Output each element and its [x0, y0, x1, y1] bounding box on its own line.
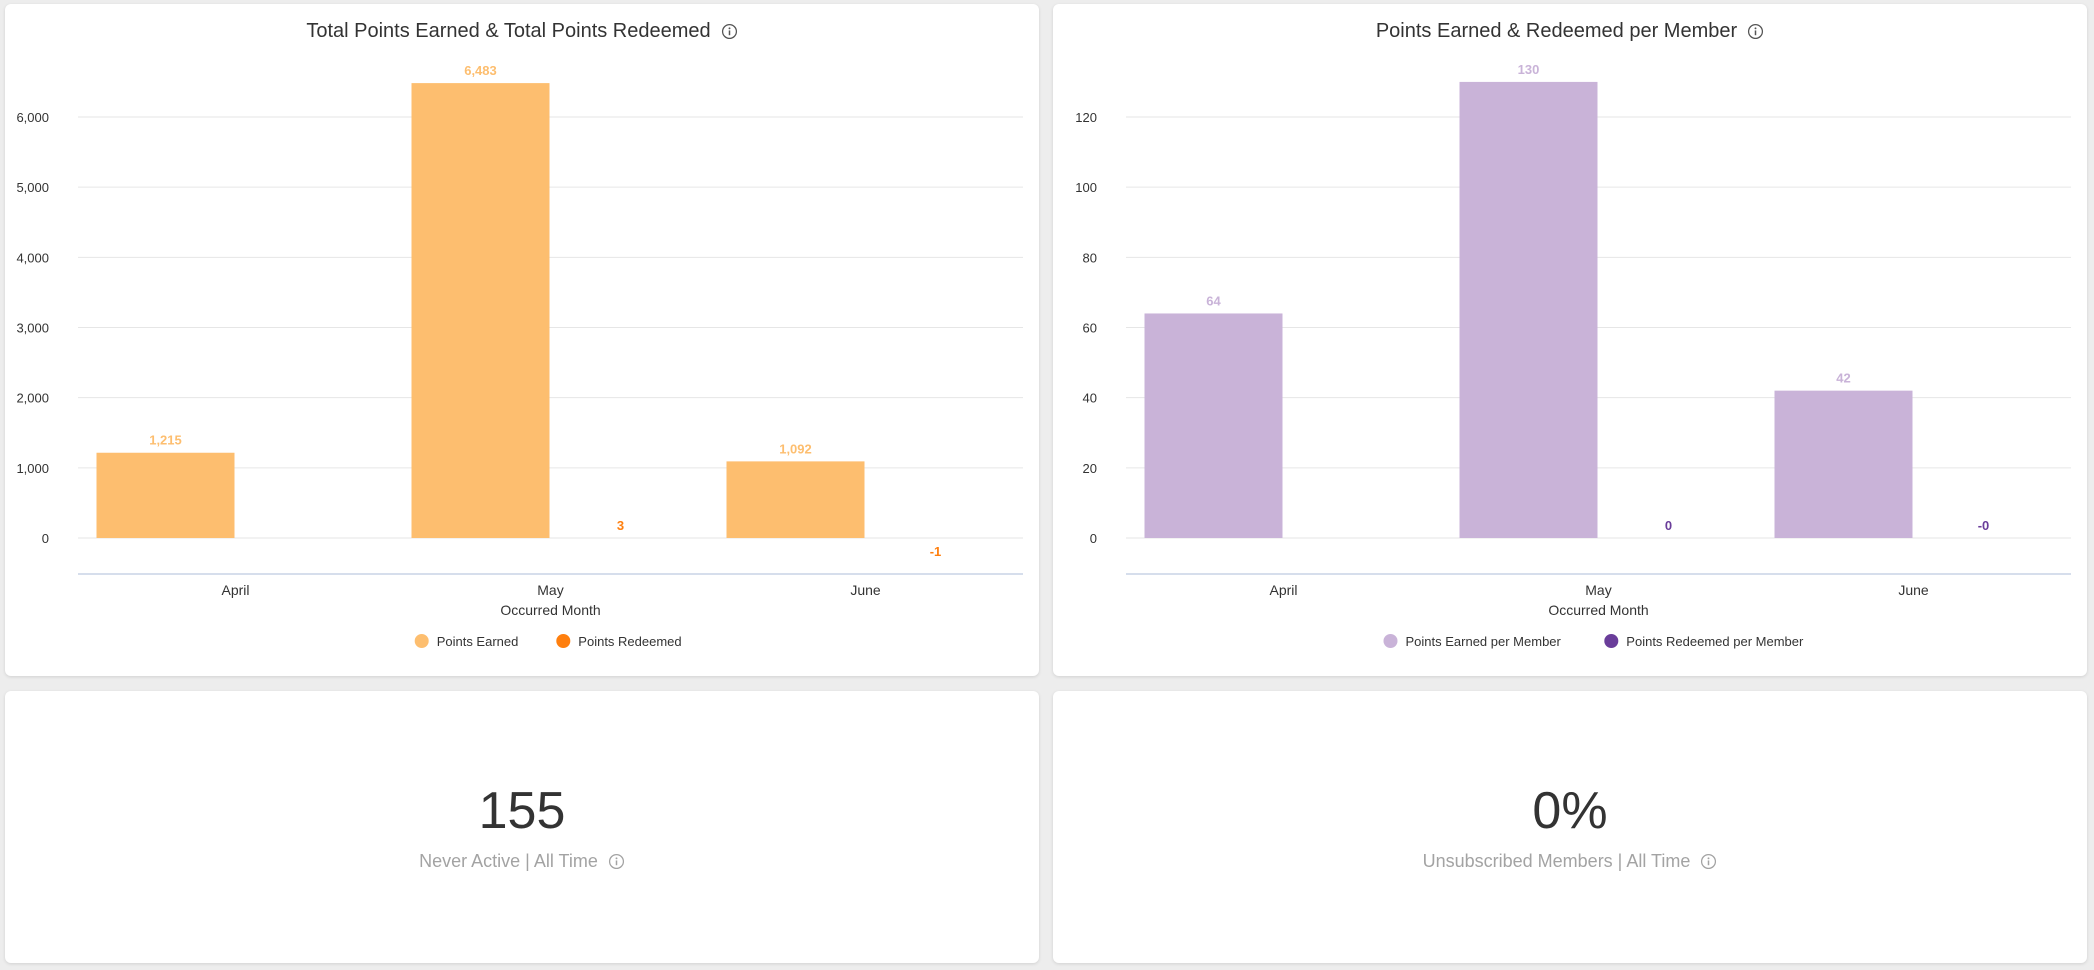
bar[interactable]	[1459, 81, 1598, 539]
x-axis-title: Occurred Month	[500, 602, 600, 618]
y-tick-label: 4,000	[16, 250, 49, 265]
kpi-value: 155	[478, 782, 566, 840]
kpi-label: Unsubscribed Members | All Time	[1422, 851, 1691, 871]
legend-label: Points Redeemed	[578, 634, 681, 649]
legend-marker	[556, 634, 571, 648]
y-tick-label: 3,000	[16, 321, 49, 336]
y-tick-label: 80	[1083, 250, 1097, 265]
data-label: 6,483	[464, 63, 497, 78]
bar-chart-per-member: 0 20 40 60 80 100 120 64 130 42 0 -0 April May June Occ…	[1075, 62, 2071, 649]
info-icon[interactable]	[608, 853, 625, 870]
y-tick-label: 0	[1090, 531, 1097, 546]
chart-title: Total Points Earned & Total Points Redee…	[306, 20, 711, 42]
bar[interactable]	[1774, 390, 1913, 538]
data-label: 1,092	[779, 441, 812, 456]
data-label: 64	[1206, 293, 1221, 308]
y-tick-label: 20	[1083, 461, 1097, 476]
legend-item[interactable]: Points Redeemed	[556, 634, 682, 649]
legend-marker	[1383, 634, 1398, 648]
chart-card-per-member: Points Earned & Redeemed per Member 0 20 4…	[1053, 4, 2087, 676]
y-tick-label: 40	[1083, 391, 1097, 406]
y-tick-label: 60	[1083, 321, 1097, 336]
y-tick-label: 100	[1075, 180, 1097, 195]
kpi-card-unsubscribed: 0% Unsubscribed Members | All Time	[1053, 691, 2087, 963]
bar[interactable]	[411, 83, 550, 538]
kpi-value: 0%	[1532, 782, 1608, 840]
legend-item[interactable]: Points Redeemed per Member	[1604, 634, 1804, 649]
legend-label: Points Redeemed per Member	[1626, 634, 1804, 649]
bar[interactable]	[96, 452, 235, 538]
x-tick-label: May	[1585, 582, 1611, 598]
legend-item[interactable]: Points Earned	[414, 634, 519, 649]
legend-marker	[1604, 634, 1619, 648]
kpi-label-row: Never Active | All Time	[5, 851, 1039, 872]
legend-label: Points Earned per Member	[1406, 634, 1562, 649]
data-label: -1	[930, 544, 942, 559]
y-tick-label: 2,000	[16, 391, 49, 406]
info-icon[interactable]	[1747, 23, 1764, 40]
y-tick-label: 120	[1075, 110, 1097, 125]
legend-label: Points Earned	[437, 634, 519, 649]
info-icon[interactable]	[1700, 853, 1717, 870]
x-tick-label: May	[537, 582, 563, 598]
data-label: 42	[1836, 371, 1850, 386]
data-label: 3	[617, 518, 624, 533]
x-tick-label: June	[850, 582, 881, 598]
data-label: 130	[1518, 62, 1540, 77]
x-tick-label: April	[1269, 582, 1297, 598]
kpi-card-never-active: 155 Never Active | All Time	[5, 691, 1039, 963]
legend-item[interactable]: Points Earned per Member	[1383, 634, 1562, 649]
x-tick-label: June	[1898, 582, 1929, 598]
chart-title-row: Total Points Earned & Total Points Redee…	[5, 20, 1039, 43]
y-tick-label: 6,000	[16, 110, 49, 125]
kpi-label: Never Active | All Time	[419, 851, 598, 871]
chart-card-total-points: Total Points Earned & Total Points Redee…	[5, 4, 1039, 676]
data-label: 0	[1665, 518, 1672, 533]
y-tick-label: 1,000	[16, 461, 49, 476]
x-axis-title: Occurred Month	[1548, 602, 1648, 618]
bar[interactable]	[1144, 313, 1283, 538]
bar[interactable]	[726, 461, 865, 538]
y-tick-label: 0	[42, 531, 49, 546]
data-label: 1,215	[149, 433, 182, 448]
kpi-label-row: Unsubscribed Members | All Time	[1053, 851, 2087, 872]
y-tick-label: 5,000	[16, 180, 49, 195]
bar-chart-total-points: 0 1,000 2,000 3,000 4,000 5,000 6,000 1,215 6,48…	[16, 63, 1023, 649]
chart-title-row: Points Earned & Redeemed per Member	[1053, 20, 2087, 43]
data-label: -0	[1978, 518, 1990, 533]
legend-marker	[414, 634, 429, 648]
chart-title: Points Earned & Redeemed per Member	[1375, 20, 1738, 42]
info-icon[interactable]	[721, 23, 738, 40]
x-tick-label: April	[221, 582, 249, 598]
